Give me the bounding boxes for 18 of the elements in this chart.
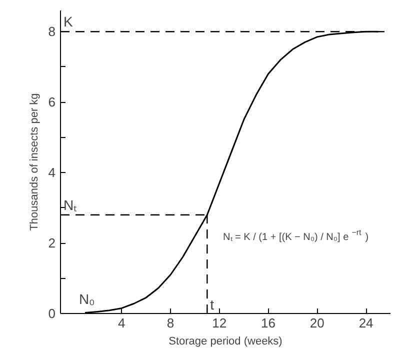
x-tick-label: 24 [358, 316, 374, 330]
ref-line-label: K [64, 14, 74, 30]
ref-line-label: Nₜ [64, 196, 78, 213]
y-tick-label: 4 [48, 165, 56, 180]
y-tick-label: 2 [48, 236, 56, 251]
x-tick-label: 4 [118, 316, 126, 330]
annotation: N₀ [78, 290, 96, 307]
y-tick-label: 0 [48, 306, 56, 321]
y-tick-label: 8 [48, 24, 56, 40]
y-axis-title: Thousands of insects per kg [28, 93, 40, 231]
y-tick-label: 6 [48, 94, 56, 110]
x-axis-title: Storage period (weeks) [168, 336, 282, 348]
annotation: Nₜ = K / (1 + [(K − N₀) / N₀] e−rt) [223, 228, 369, 244]
x-tick-label: 16 [261, 316, 276, 330]
x-tick-label: 8 [166, 316, 174, 330]
ref-line-label: t [210, 296, 214, 312]
x-tick-label: 12 [212, 316, 227, 330]
x-tick-label: 20 [310, 316, 324, 330]
